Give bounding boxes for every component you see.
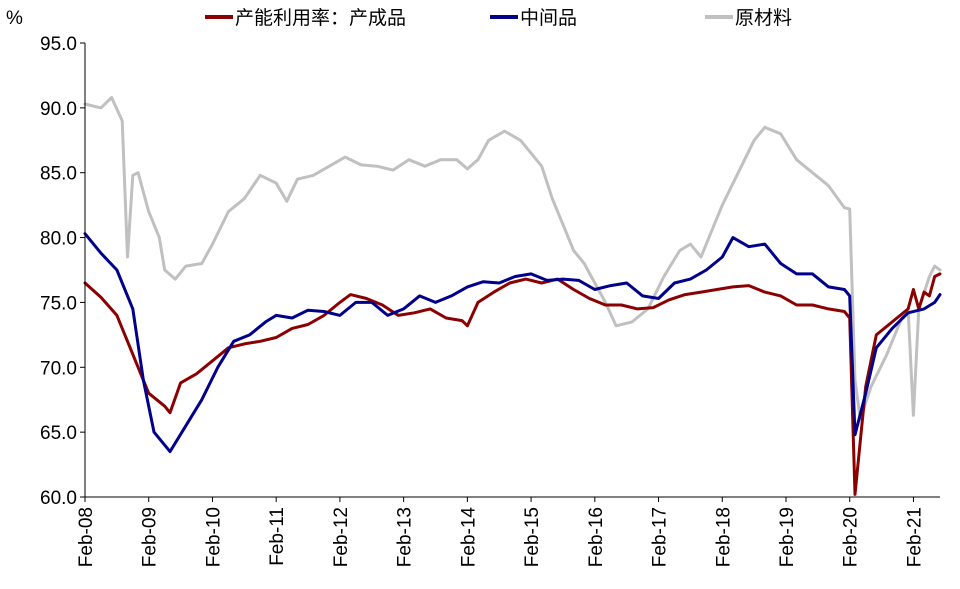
x-tick-label: Feb-21 <box>904 507 925 567</box>
y-tick-label: 70.0 <box>40 358 77 379</box>
x-tick-label: Feb-18 <box>713 507 734 567</box>
x-tick-label: Feb-19 <box>777 507 798 567</box>
series-line-2 <box>83 96 942 421</box>
x-tick-label: Feb-13 <box>395 507 416 567</box>
legend-label-2: 原材料 <box>735 7 792 29</box>
x-tick-label: Feb-09 <box>140 507 161 567</box>
legend-label-0: 产能利用率：产成品 <box>235 7 406 29</box>
y-tick-label: 90.0 <box>40 99 77 120</box>
x-tick-label: Feb-12 <box>331 507 352 567</box>
series-layer <box>83 96 942 496</box>
y-tick-label: 60.0 <box>40 488 77 509</box>
x-tick-label: Feb-10 <box>203 507 224 567</box>
x-ticks: Feb-08 Feb-09 Feb-10 Feb-11 Feb-12 Feb-13 Feb-… <box>76 497 925 567</box>
y-tick-label: 75.0 <box>40 293 77 314</box>
x-tick-label: Feb-16 <box>586 507 607 567</box>
x-tick-label: Feb-08 <box>76 507 97 567</box>
legend-label-1: 中间品 <box>520 7 577 29</box>
x-tick-label: Feb-15 <box>522 507 543 567</box>
y-tick-label: 80.0 <box>40 229 77 250</box>
x-tick-label: Feb-14 <box>458 507 479 568</box>
x-tick-label: Feb-20 <box>841 507 862 567</box>
x-tick-label: Feb-11 <box>267 507 288 566</box>
legend: 产能利用率：产成品 中间品 原材料 <box>205 7 792 29</box>
y-tick-label: 65.0 <box>40 423 77 444</box>
y-ticks: 95.0 90.0 85.0 80.0 75.0 70.0 65.0 60.0 <box>40 34 85 509</box>
y-tick-label: 85.0 <box>40 164 77 185</box>
axes-layer <box>84 43 940 498</box>
x-tick-label: Feb-17 <box>650 507 671 567</box>
series-line-1 <box>83 232 942 454</box>
series-line-0 <box>83 272 942 496</box>
y-tick-label: 95.0 <box>40 34 77 55</box>
y-axis-unit-label: % <box>6 8 23 29</box>
